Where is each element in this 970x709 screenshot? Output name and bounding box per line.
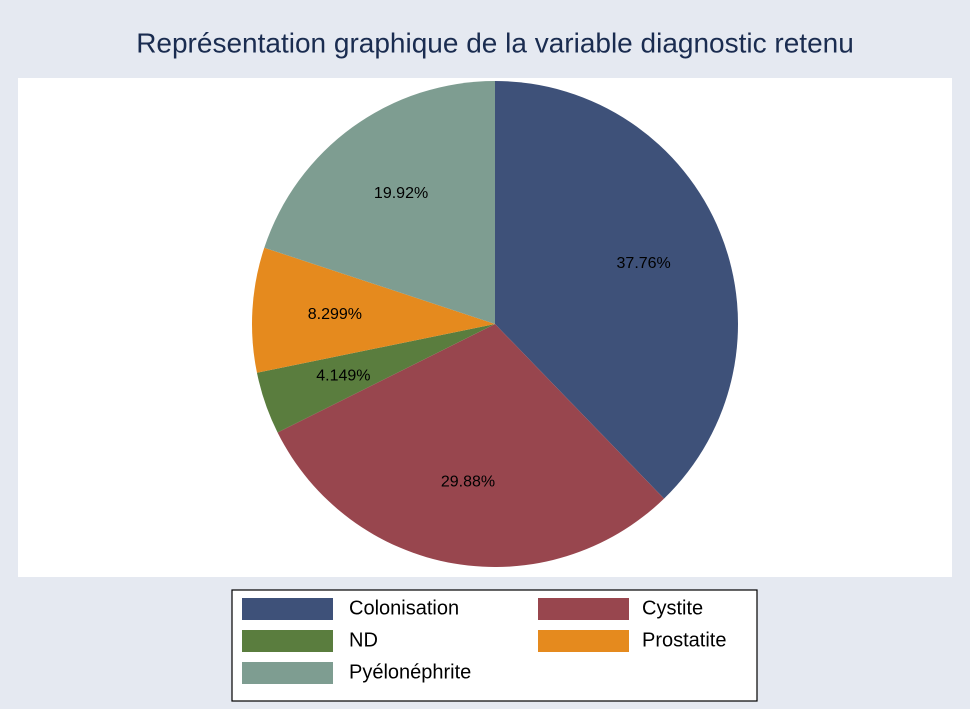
legend-label: ND: [349, 629, 378, 651]
pie-slice: [495, 81, 738, 499]
slice-label: 29.88%: [441, 473, 495, 490]
legend-swatch: [538, 630, 629, 652]
legend-label: Pyélonéphrite: [349, 661, 471, 683]
pie-slice: [252, 247, 495, 373]
legend-swatch: [538, 598, 629, 620]
slice-label: 37.76%: [617, 255, 671, 272]
pie-slice: [277, 324, 665, 567]
chart-title: Représentation graphique de la variable …: [136, 27, 854, 58]
legend-swatch: [242, 598, 333, 620]
legend-label: Colonisation: [349, 597, 459, 619]
pie-slice: [264, 81, 495, 324]
legend-swatch: [242, 630, 333, 652]
slice-label: 4.149%: [316, 368, 370, 385]
slice-label: 19.92%: [374, 185, 428, 202]
legend-swatch: [242, 662, 333, 684]
pie-slice: [256, 324, 495, 433]
legend-label: Cystite: [642, 597, 703, 619]
slice-label: 8.299%: [308, 306, 362, 323]
legend-label: Prostatite: [642, 629, 726, 651]
